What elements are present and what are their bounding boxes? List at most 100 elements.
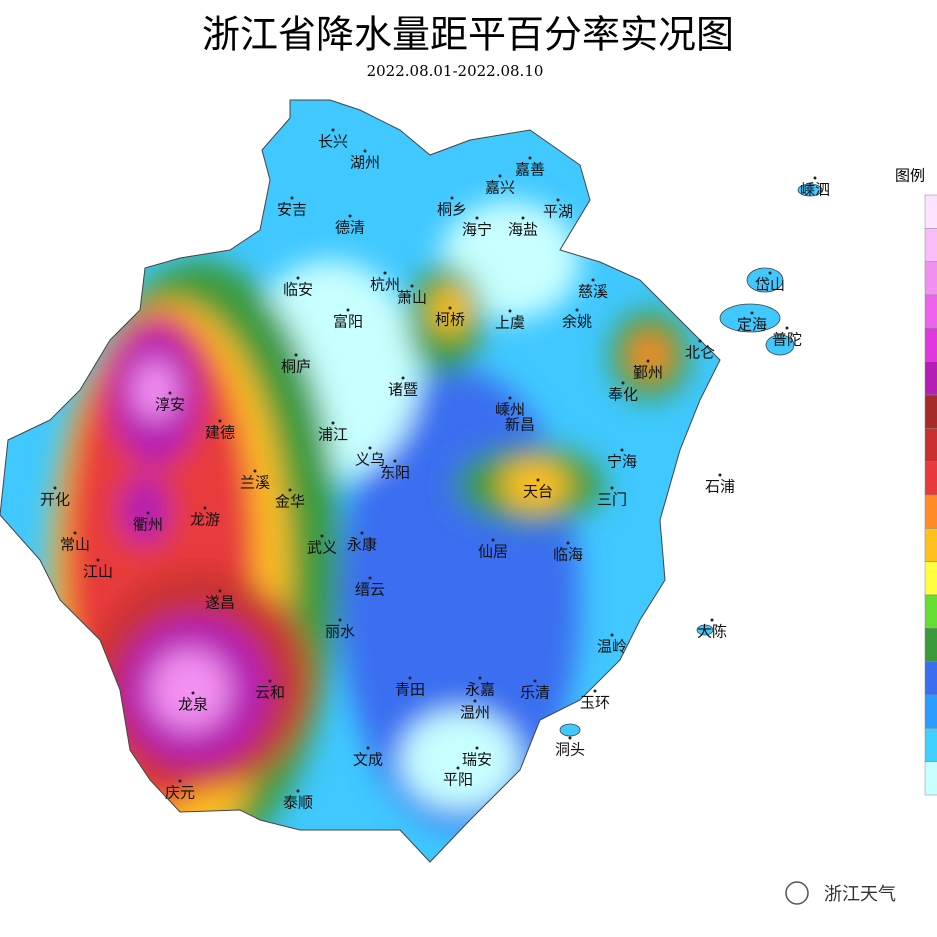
city-label: 德清 — [335, 219, 365, 237]
blob — [133, 360, 177, 420]
city-label: 湖州 — [350, 154, 380, 172]
city-dot — [518, 411, 522, 415]
city-dot — [698, 339, 702, 343]
legend-swatch — [924, 694, 937, 729]
city-label: 普陀 — [772, 331, 802, 349]
legend-swatch — [924, 628, 937, 662]
city-label: 武义 — [307, 539, 337, 557]
city-label: 平湖 — [543, 203, 573, 221]
legend-swatch — [924, 761, 937, 796]
city-dot — [450, 196, 454, 200]
city-label: 丽水 — [325, 623, 355, 641]
city-label: 岱山 — [755, 276, 785, 294]
legend-title: 图例 — [895, 167, 925, 185]
city-label: 温州 — [460, 704, 490, 722]
city-dot — [288, 488, 292, 492]
city-label: 淳安 — [155, 396, 185, 414]
city-dot — [475, 746, 479, 750]
legend-swatch — [924, 228, 937, 262]
island — [719, 303, 781, 333]
legend-swatch — [924, 494, 937, 529]
islands — [559, 183, 823, 737]
city-label: 常山 — [60, 536, 90, 554]
city-dot — [566, 541, 570, 545]
city-label: 龙游 — [190, 511, 220, 529]
city-dot — [521, 216, 525, 220]
legend-swatch — [924, 194, 937, 229]
city-dot — [620, 448, 624, 452]
city-label: 宁海 — [607, 453, 637, 471]
city-label: 永康 — [347, 536, 377, 554]
city-label: 石浦 — [705, 478, 735, 496]
city-label: 鄞州 — [633, 364, 663, 382]
city-dot — [368, 576, 372, 580]
city-label: 大陈 — [697, 623, 727, 641]
city-label: 海盐 — [508, 221, 538, 239]
city-label: 慈溪 — [578, 283, 608, 301]
title: 浙江省降水量距平百分率实况图 — [202, 13, 734, 57]
island — [559, 723, 581, 737]
island — [765, 334, 795, 356]
city-label: 临海 — [553, 546, 583, 564]
legend-swatch — [924, 261, 937, 296]
city-dot — [168, 391, 172, 395]
city-dot — [621, 381, 625, 385]
blob — [400, 710, 520, 810]
city-dot — [363, 149, 367, 153]
city-dot — [750, 311, 754, 315]
city-dot — [593, 689, 597, 693]
city-dot — [508, 309, 512, 313]
city-label: 柯桥 — [435, 311, 465, 329]
city-dot — [610, 633, 614, 637]
city-dot — [294, 353, 298, 357]
city-label: 平阳 — [443, 771, 473, 789]
city-label: 仙居 — [478, 543, 508, 561]
city-label: 嘉兴 — [485, 179, 515, 197]
city-dot — [331, 421, 335, 425]
city-label: 天台 — [523, 483, 553, 501]
city-dot — [338, 618, 342, 622]
city-dot — [203, 506, 207, 510]
city-label: 江山 — [83, 563, 113, 581]
legend: 图例 — [895, 167, 937, 796]
city-dot — [448, 306, 452, 310]
city-dot — [646, 359, 650, 363]
city-label: 萧山 — [397, 289, 427, 307]
city-dot — [401, 376, 405, 380]
city-dot — [591, 278, 595, 282]
city-dot — [393, 459, 397, 463]
city-dot — [533, 679, 537, 683]
blob — [630, 333, 670, 377]
city-dot — [253, 469, 257, 473]
city-dot — [178, 779, 182, 783]
city-dot — [508, 396, 512, 400]
city-label: 诸暨 — [388, 381, 418, 399]
city-label: 临安 — [283, 281, 313, 299]
city-dot — [320, 534, 324, 538]
city-dot — [73, 531, 77, 535]
city-dot — [475, 216, 479, 220]
city-label: 定海 — [737, 316, 767, 334]
city-dot — [331, 128, 335, 132]
island — [696, 624, 714, 636]
city-dot — [383, 271, 387, 275]
city-label: 桐庐 — [281, 358, 311, 376]
wechat-icon — [785, 881, 809, 905]
city-label: 建德 — [205, 424, 235, 442]
blob — [430, 285, 470, 335]
city-label: 新昌 — [505, 416, 535, 434]
city-label: 文成 — [353, 751, 383, 769]
city-label: 玉环 — [580, 694, 610, 712]
city-dot — [718, 473, 722, 477]
city-dot — [366, 746, 370, 750]
blob — [500, 460, 570, 510]
city-dot — [53, 486, 57, 490]
city-label: 遂昌 — [205, 594, 235, 612]
city-dot — [96, 558, 100, 562]
island — [797, 183, 823, 197]
city-dot — [410, 284, 414, 288]
city-dot — [491, 538, 495, 542]
city-dot — [296, 789, 300, 793]
